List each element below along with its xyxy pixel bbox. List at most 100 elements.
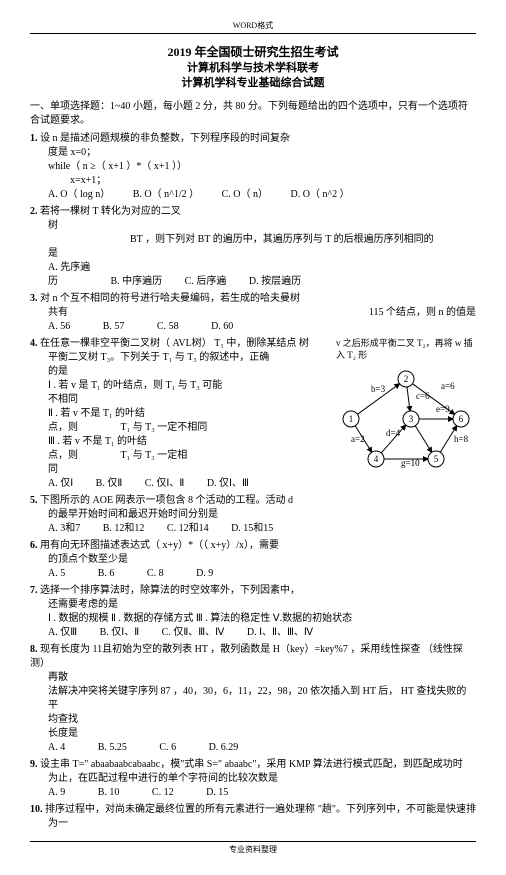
question-1: 1. 设 n 是描述问题规模的非负整数，下列程序段的时间复杂 度是 x=0； w… <box>30 132 476 202</box>
svg-text:h=8: h=8 <box>454 434 469 444</box>
q4-I: Ⅰ . 若 v 是 T₁ 的叶结点，则 T₁ 与 T₃ 可能 <box>30 379 330 393</box>
q2-text3: 是 <box>30 247 476 261</box>
qnum: 9. <box>30 759 38 770</box>
q2-text2: 树 <box>30 219 476 233</box>
title-course: 计算机学科专业基础综合试题 <box>30 76 476 91</box>
opt-c: C. O（ n） <box>222 188 268 202</box>
svg-text:c=6: c=6 <box>416 391 430 401</box>
question-4: 4. 在任意一棵非空平衡二叉树（ AVL树） T₁ 中，删除某结点 树 平衡二叉… <box>30 337 330 491</box>
svg-text:g=10: g=10 <box>401 458 420 468</box>
opt-d: D. O（ n^2 ） <box>291 188 350 202</box>
opt-d: D. 15 <box>206 786 228 800</box>
question-3: 3. 对 n 个互不相同的符号进行哈夫曼编码，若生成的哈夫曼树 共有 115 个… <box>30 292 476 334</box>
q1-text1: 设 n 是描述问题规模的非负整数，下列程序段的时间复杂 <box>40 133 290 144</box>
opt-a: A. 3和7 <box>48 522 80 536</box>
q4-II: Ⅱ . 若 v 不是 T₁ 的叶结 <box>30 407 330 421</box>
q6-opts: A. 5 B. 6 C. 8 D. 9 <box>30 567 476 581</box>
opt-d: D. 60 <box>211 320 233 334</box>
q4-opts: A. 仅Ⅰ B. 仅Ⅱ C. 仅Ⅰ、Ⅱ D. 仅Ⅰ、Ⅲ <box>30 477 330 491</box>
q9-text1: 设主串 T=" abaabaabcabaabc，模"式串 S=" abaabc"… <box>40 759 463 770</box>
q1-opts: A. O（ log n） B. O（ n^1/2 ） C. O（ n） D. O… <box>30 188 476 202</box>
opt-a: A. 9 <box>48 786 65 800</box>
qnum: 3. <box>30 293 38 304</box>
q3-text1: 对 n 个互不相同的符号进行哈夫曼编码，若生成的哈夫曼树 <box>40 293 300 304</box>
question-6: 6. 用有向无环图描述表达式（ x+y）*（（ x+y）/x），需要 的顶点个数… <box>30 539 476 581</box>
opt-c: C. 6 <box>159 741 176 755</box>
q4-IImid: T₁ 与 T₃ 一定不相同 <box>121 422 208 433</box>
opt-c: C. 仅Ⅰ、Ⅱ <box>145 477 185 491</box>
q4-III: Ⅲ . 若 v 不是 T₁ 的叶结 <box>30 435 330 449</box>
q4-III3: 同 <box>30 463 330 477</box>
q1-code1: while（ n ≥（ x+1 ）*（ x+1 ）） <box>30 160 476 174</box>
opt-b: B. 6 <box>98 567 115 581</box>
svg-text:4: 4 <box>374 454 379 464</box>
opt-d: D. Ⅰ、Ⅱ、Ⅲ、Ⅳ <box>247 626 313 640</box>
q8-text1: 现有长度为 11且初始为空的散列表 HT ，散列函数是 H（key）=key%7… <box>30 644 463 669</box>
qnum: 1. <box>30 133 38 144</box>
qnum: 8. <box>30 644 38 655</box>
graph-svg: b=3c=6a=6a=2d=4g=10e=9h=8213645 <box>336 364 476 474</box>
opt-d: D. 按层遍历 <box>249 275 301 289</box>
opt-d: D. 15和15 <box>231 522 273 536</box>
aoe-graph: v 之后形成平衡二叉 T₂，再将 w 插入 T₂ 形 b=3c=6a=6a=2d… <box>336 337 476 479</box>
q7-text1: 选择一个排序算法时，除算法的时空效率外，下列因素中， <box>40 585 300 596</box>
opt-a: A. 4 <box>48 741 65 755</box>
opt-a: A. 仅Ⅰ <box>48 477 73 491</box>
q5-text1: 下图所示的 AOE 网表示一项包含 8 个活动的工程。活动 d <box>40 495 293 506</box>
q2-mid: BT ，则下列对 BT 的遍历中，其遍历序列与 T 的后根遍历序列相同的 <box>30 233 476 247</box>
q1-text2: 度是 x=0； <box>30 146 476 160</box>
opt-b: B. O（ n^1/2 ） <box>133 188 199 202</box>
q8-text3: 法解决冲突将关键字序列 87 ，40，30，6，11，22，98，20 依次插入… <box>30 685 476 713</box>
opt-a: A. 56 <box>48 320 70 334</box>
opt-a: A. O（ log n） <box>48 188 110 202</box>
q7-I: Ⅰ . 数据的规模 Ⅱ . 数据的存储方式 Ⅲ . 算法的稳定性 Ⅴ.数据的初始… <box>30 612 476 626</box>
question-7: 7. 选择一个排序算法时，除算法的时空效率外，下列因素中， 还需要考虑的是 Ⅰ … <box>30 584 476 640</box>
qnum: 7. <box>30 585 38 596</box>
graph-caption: v 之后形成平衡二叉 T₂，再将 w 插入 T₂ 形 <box>336 337 476 362</box>
section-instruction: 一、单项选择题：1~40 小题，每小题 2 分，共 80 分。下列每题给出的四个… <box>30 100 476 128</box>
opt-a: A. 5 <box>48 567 65 581</box>
q4-text2: 平衡二叉树 T₃。下列关于 T₁ 与 T₃ 的叙述中，正确 <box>30 351 330 365</box>
opt-b: B. 中序遍历 <box>111 275 163 289</box>
q8-text5: 长度是 <box>30 727 476 741</box>
q8-text2: 再散 <box>30 671 476 685</box>
question-9: 9. 设主串 T=" abaabaabcabaabc，模"式串 S=" abaa… <box>30 758 476 800</box>
question-10: 10. 排序过程中，对尚未确定最终位置的所有元素进行一遍处理称 "趟"。下列序列… <box>30 803 476 831</box>
svg-text:a=6: a=6 <box>441 381 455 391</box>
title-block: 2019 年全国硕士研究生招生考试 计算机科学与技术学科联考 计算机学科专业基础… <box>30 44 476 92</box>
opt-c: C. 12 <box>152 786 174 800</box>
q2-text1: 若将一棵树 T 转化为对应的二叉 <box>40 206 181 217</box>
opt-d: D. 9 <box>196 567 213 581</box>
opt-b: B. 5.25 <box>98 741 127 755</box>
q5-text2: 的最早开始时间和最迟开始时间分别是 <box>30 508 476 522</box>
qnum: 5. <box>30 495 38 506</box>
svg-text:2: 2 <box>404 374 409 384</box>
q7-opts: A. 仅Ⅲ B. 仅Ⅰ、Ⅱ C. 仅Ⅱ、Ⅲ、Ⅳ D. Ⅰ、Ⅱ、Ⅲ、Ⅳ <box>30 626 476 640</box>
qnum: 2. <box>30 206 38 217</box>
svg-text:b=3: b=3 <box>371 384 386 394</box>
opt-d: D. 仅Ⅰ、Ⅲ <box>207 477 249 491</box>
opt-c: C. 仅Ⅱ、Ⅲ、Ⅳ <box>162 626 225 640</box>
q4-text3: 的是 <box>30 365 330 379</box>
page-header: WORD格式 <box>30 20 476 34</box>
q9-opts: A. 9 B. 10 C. 12 D. 15 <box>30 786 476 800</box>
q3-opts: A. 56 B. 57 C. 58 D. 60 <box>30 320 476 334</box>
q10-rtext: "趟"。下列序列中，不可能是快速排 <box>318 803 476 817</box>
opt-b: B. 57 <box>103 320 125 334</box>
opt-a: A. 先序遍 <box>48 261 90 275</box>
q4-II2: 点，则 <box>48 422 78 433</box>
svg-text:5: 5 <box>434 454 439 464</box>
opt-a2: 历 <box>48 275 58 289</box>
qnum: 6. <box>30 540 38 551</box>
q4-I2: 不相同 <box>30 393 330 407</box>
opt-d: D. 6.29 <box>209 741 239 755</box>
q4-IIImid: T₁ 与 T₃ 一定相 <box>121 450 188 461</box>
q2-opts2: 历 B. 中序遍历 C. 后序遍 D. 按层遍历 <box>30 275 476 289</box>
q4-text1: 在任意一棵非空平衡二叉树（ AVL树） T₁ 中，删除某结点 树 <box>40 338 309 349</box>
q2-opts: A. 先序遍 <box>30 261 476 275</box>
opt-b: B. 12和12 <box>103 522 145 536</box>
opt-c: C. 58 <box>157 320 179 334</box>
q5-opts: A. 3和7 B. 12和12 C. 12和14 D. 15和15 <box>30 522 476 536</box>
q8-text4: 均查找 <box>30 713 476 727</box>
q10-text2: 为一 <box>30 817 476 831</box>
